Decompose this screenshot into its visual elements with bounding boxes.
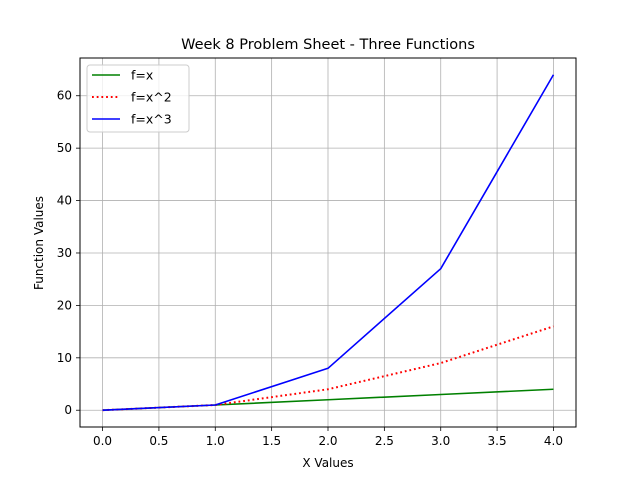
x-axis-ticks: 0.0 0.5 1.0 1.5 2.0 2.5 3.0 3.5 4.0 xyxy=(93,427,563,448)
y-axis-label: Function Values xyxy=(32,196,46,290)
x-axis-label: X Values xyxy=(302,456,353,470)
grid xyxy=(80,58,576,427)
series-group xyxy=(102,74,555,412)
legend-label-1: f=x xyxy=(131,68,153,83)
legend: f=x f=x^2 f=x^3 xyxy=(86,64,190,133)
y-axis-ticks: 0 10 20 30 40 50 60 xyxy=(57,89,80,417)
y-tick-label: 50 xyxy=(57,141,72,155)
legend-label-2: f=x^2 xyxy=(131,90,172,105)
legend-box xyxy=(86,64,190,133)
y-tick-label: 40 xyxy=(57,194,72,208)
x-tick-label: 2.5 xyxy=(375,434,394,448)
x-tick-label: 2.0 xyxy=(318,434,337,448)
x-tick-label: 3.5 xyxy=(488,434,507,448)
x-tick-label: 3.0 xyxy=(431,434,450,448)
x-tick-label: 1.5 xyxy=(262,434,281,448)
x-tick-label: 0.0 xyxy=(93,434,112,448)
series-line-3 xyxy=(102,74,555,412)
y-tick-label: 20 xyxy=(57,298,72,312)
y-tick-label: 30 xyxy=(57,246,72,260)
x-tick-label: 0.5 xyxy=(149,434,168,448)
x-tick-label: 4.0 xyxy=(544,434,563,448)
y-tick-label: 0 xyxy=(64,403,72,417)
x-tick-label: 1.0 xyxy=(206,434,225,448)
y-tick-label: 60 xyxy=(57,89,72,103)
y-tick-label: 10 xyxy=(57,351,72,365)
chart-title: Week 8 Problem Sheet - Three Functions xyxy=(181,37,475,53)
legend-label-3: f=x^3 xyxy=(131,112,172,127)
